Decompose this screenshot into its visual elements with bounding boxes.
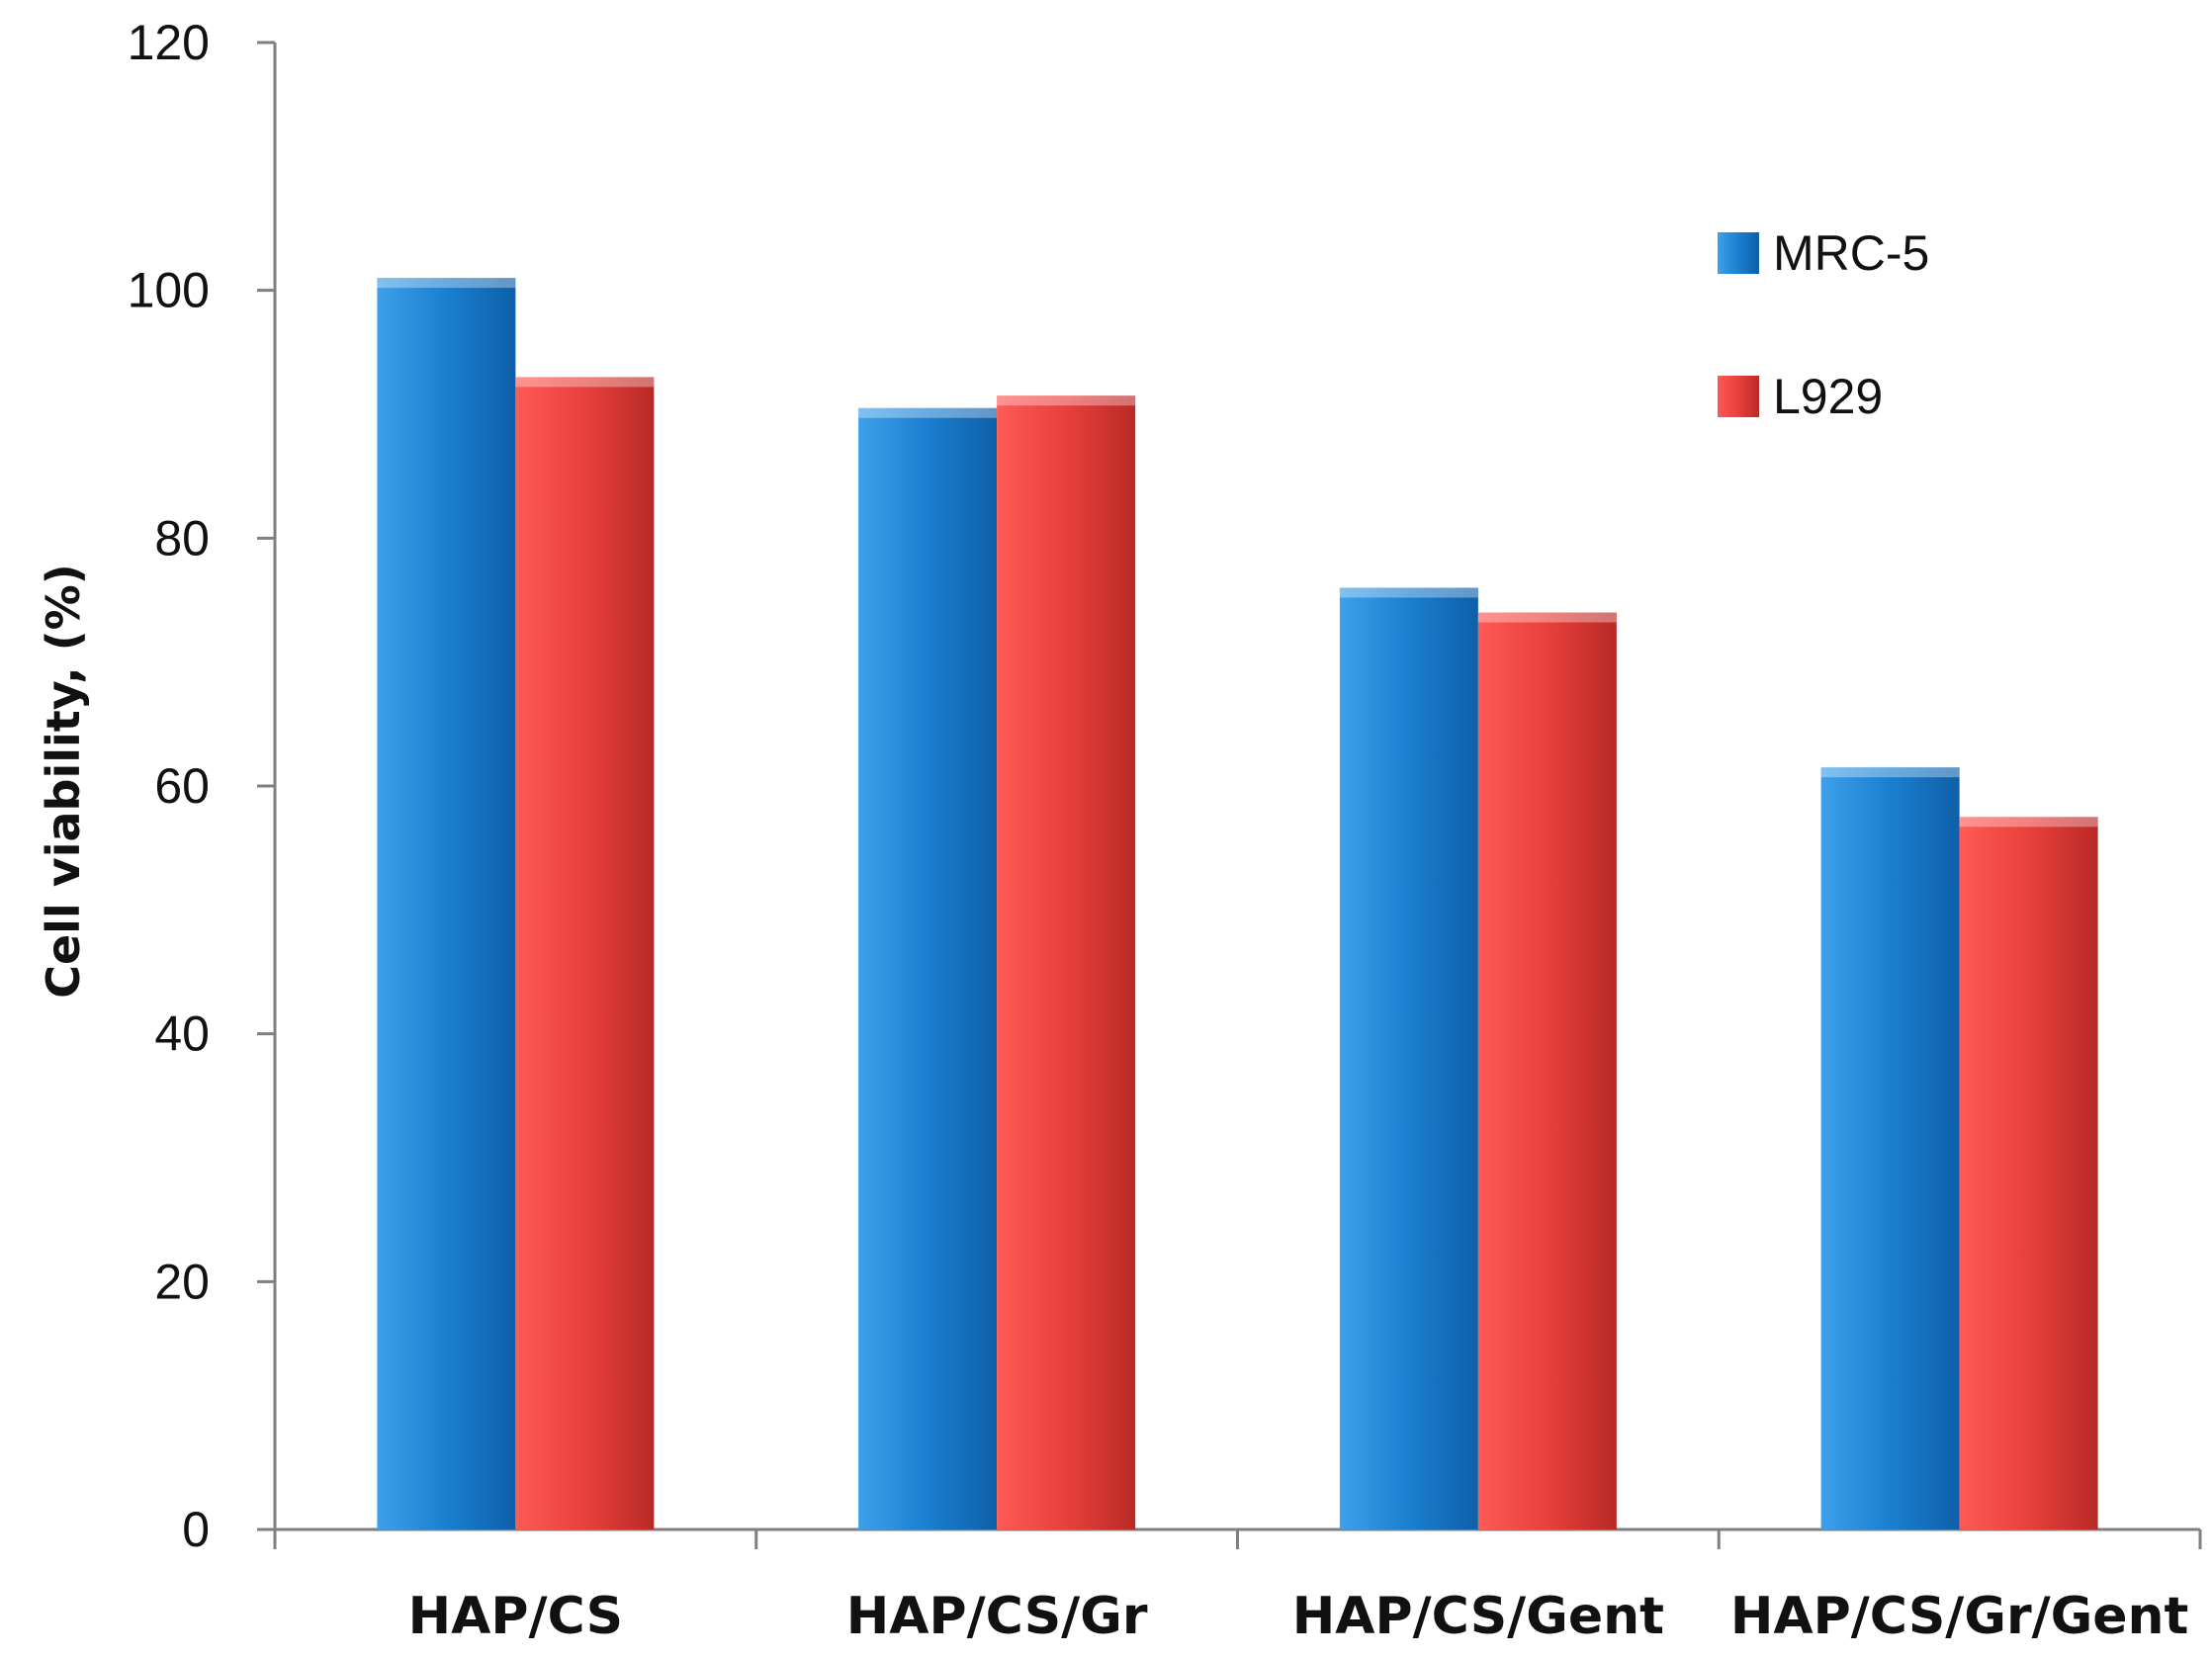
y-tick-label: 0 [182,1502,210,1557]
legend-swatch-l929 [1718,376,1759,417]
x-tick-label: HAP/CS/Gr/Gent [1730,1587,2189,1646]
bar-highlight [1339,587,1478,598]
bar-highlight [1959,817,2098,828]
y-tick-label: 60 [154,758,210,814]
bar-l929-hap-cs-gr-gent [1959,817,2098,1529]
category-labels: HAP/CS HAP/CS/Gr HAP/CS/Gent HAP/CS/Gr/Gent [408,1587,2189,1646]
y-tick-label: 80 [154,510,210,566]
bar-highlight [858,407,998,418]
legend-label: L929 [1773,369,1883,424]
x-axis [273,1527,2202,1549]
legend-label: MRC-5 [1773,225,1929,281]
bar-mrc-5-hap-cs [377,278,516,1530]
y-axis-label: Cell viability, (%) [37,564,90,999]
legend-swatch-mrc-5 [1718,232,1759,274]
bar-l929-hap-cs-gr [997,395,1136,1530]
x-tick-label: HAP/CS/Gent [1292,1587,1664,1646]
x-tick-label: HAP/CS/Gr [846,1587,1148,1646]
x-tick-label: HAP/CS [408,1587,623,1646]
bar-mrc-5-hap-cs-gent [1339,587,1478,1529]
bar-highlight [1477,612,1617,623]
bar-highlight [997,395,1136,406]
bars [377,278,2098,1530]
legend: MRC-5 L929 [1718,225,1929,424]
bar-highlight [515,377,655,388]
y-tick-label: 20 [154,1254,210,1309]
bar-mrc-5-hap-cs-gr-gent [1820,767,1960,1529]
y-tick-label: 40 [154,1006,210,1062]
y-axis: 0 20 40 60 80 100 120 [128,15,277,1557]
bar-l929-hap-cs-gent [1477,612,1617,1529]
bar-mrc-5-hap-cs-gr [858,407,998,1529]
bar-highlight [377,278,516,289]
bar-l929-hap-cs [515,377,655,1529]
bar-highlight [1820,767,1960,778]
y-tick-label: 100 [128,263,210,318]
y-tick-label: 120 [128,15,210,70]
